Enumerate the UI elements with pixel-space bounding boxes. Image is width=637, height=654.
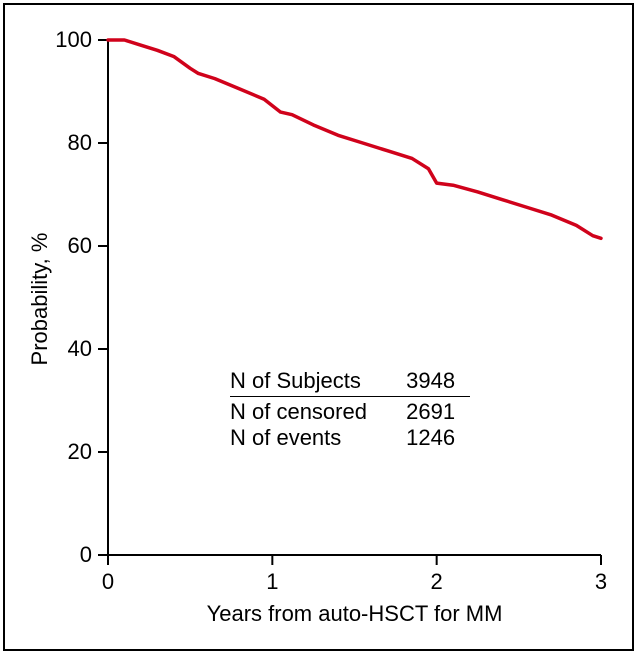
table-label: N of censored (230, 399, 400, 425)
y-tick-label: 20 (68, 439, 92, 465)
x-tick-label: 0 (78, 569, 138, 595)
table-value: 2691 (406, 399, 476, 425)
x-tick-label: 1 (242, 569, 302, 595)
y-tick-label: 40 (68, 336, 92, 362)
y-tick-label: 60 (68, 233, 92, 259)
chart-frame: 0 20 40 60 80 100 0 1 2 3 Probability, %… (0, 0, 637, 654)
table-row: N of censored 2691 (230, 399, 476, 425)
summary-table: N of Subjects 3948 N of censored 2691 N … (230, 368, 476, 451)
table-label: N of Subjects (230, 368, 400, 394)
y-axis-title: Probability, % (27, 209, 53, 389)
plot-svg (0, 0, 637, 654)
table-value: 1246 (406, 425, 476, 451)
y-tick-label: 0 (80, 542, 92, 568)
table-value: 3948 (406, 368, 476, 394)
x-tick-label: 2 (407, 569, 467, 595)
x-axis-title: Years from auto-HSCT for MM (108, 601, 601, 627)
y-tick-label: 100 (55, 27, 92, 53)
table-label: N of events (230, 425, 400, 451)
table-row: N of Subjects 3948 (230, 368, 476, 394)
table-divider (230, 396, 470, 397)
y-tick-label: 80 (68, 130, 92, 156)
table-row: N of events 1246 (230, 425, 476, 451)
x-tick-label: 3 (571, 569, 631, 595)
